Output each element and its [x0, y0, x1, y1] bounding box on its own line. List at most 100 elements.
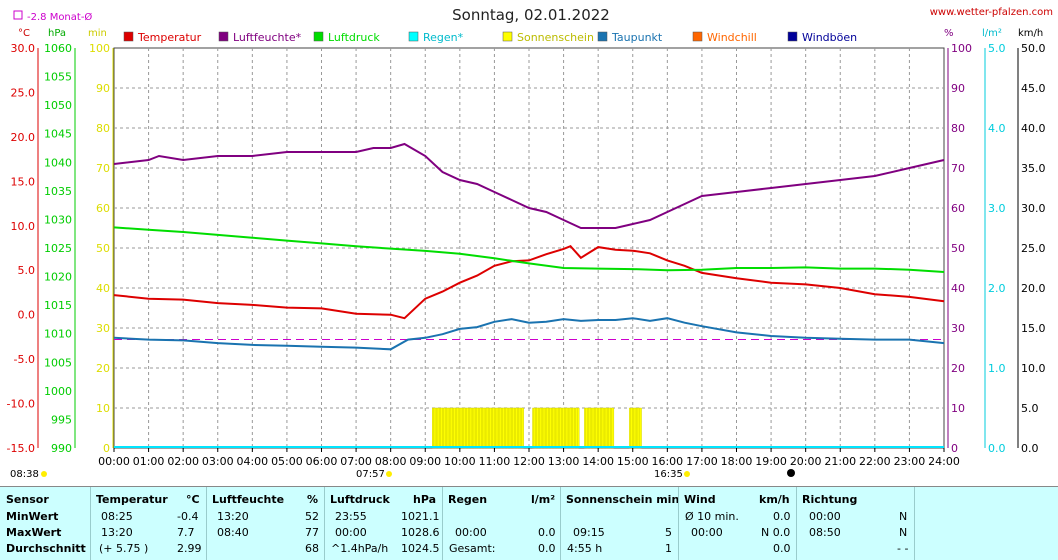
series-line-temperatur	[113, 245, 945, 320]
temp-tick-label: 10.0	[11, 220, 36, 233]
unit-minutes: min	[88, 28, 107, 39]
minutes-tick-label: 100	[89, 42, 110, 55]
direction-min-time: 00:00	[809, 510, 841, 523]
percent-tick-label: 60	[951, 202, 965, 215]
sun-set-icon	[684, 471, 690, 477]
pressure-tick-label: 1010	[44, 328, 72, 341]
series-line-luftdruck	[113, 226, 945, 273]
legend-swatch	[123, 31, 134, 42]
legend-swatch	[313, 31, 324, 42]
stats-table: Sensor MinWert MaxWert Durchschnitt Temp…	[0, 486, 1058, 560]
direction-max-value: N	[899, 526, 908, 539]
x-tick-label: 16:00	[651, 455, 683, 468]
percent-tick-label: 50	[951, 242, 965, 255]
rain-tick-label: 5.0	[988, 42, 1006, 55]
wind-tick-label: 10.0	[1021, 362, 1046, 375]
unit-percent: %	[944, 28, 954, 39]
legend-label: Taupunkt	[611, 31, 663, 44]
site-link[interactable]: www.wetter-pfalzen.com	[930, 7, 1053, 18]
sunrise-icon	[41, 471, 47, 477]
percent-tick-label: 40	[951, 282, 965, 295]
temp-min-time: 08:25	[101, 510, 133, 523]
x-tick-label: 23:00	[894, 455, 926, 468]
direction-max-time: 08:50	[809, 526, 841, 539]
wind-tick-label: 20.0	[1021, 282, 1046, 295]
stats-col-sunshine: Sonnenschein min 09:15 4:55 h 5 1	[560, 487, 679, 560]
pressure-max-time: 00:00	[335, 526, 367, 539]
temp-tick-label: 5.0	[18, 264, 36, 277]
x-tick-label: 14:00	[582, 455, 614, 468]
pressure-tick-label: 1020	[44, 271, 72, 284]
legend-label: Sonnenschein	[517, 31, 594, 44]
x-tick-label: 04:00	[236, 455, 268, 468]
pressure-tick-label: 1015	[44, 299, 72, 312]
legend-swatch	[692, 31, 703, 42]
stats-col-pressure: Luftdruck hPa 23:55 00:00 ^1.4hPa/h 1021…	[324, 487, 442, 560]
temp-avg-delta: (+ 5.75 )	[99, 542, 149, 555]
sunshine-avg-value: 1	[665, 542, 672, 555]
temp-unit: °C	[186, 493, 200, 506]
sun-set-marker: 16:35	[654, 469, 683, 480]
minutes-tick-label: 30	[96, 322, 110, 335]
humidity-header: Luftfeuchte	[212, 493, 285, 506]
chart-legend: Temperatur Luftfeuchte* Luftdruck Regen* Son…	[123, 31, 857, 44]
chart-axes: 00:00 01:00 02:00 03:00 04:00 05:00 06:00 07:00…	[7, 42, 1046, 468]
pressure-min-value: 1021.1	[401, 510, 440, 523]
temp-tick-label: -15.0	[7, 442, 35, 455]
series-lines	[113, 142, 945, 448]
temp-max-time: 13:20	[101, 526, 133, 539]
legend-swatch	[218, 31, 229, 42]
temp-tick-label: 30.0	[11, 42, 36, 55]
humidity-min-value: 52	[305, 510, 319, 523]
pressure-max-value: 1028.6	[401, 526, 440, 539]
pressure-avg-value: 1024.5	[401, 542, 440, 555]
sunrise-time: 08:38	[10, 469, 39, 480]
wind-unit: km/h	[759, 493, 790, 506]
humidity-max-time: 08:40	[217, 526, 249, 539]
pressure-header: Luftdruck	[330, 493, 390, 506]
x-tick-label: 21:00	[824, 455, 856, 468]
x-tick-label: 19:00	[755, 455, 787, 468]
sunshine-bar	[611, 407, 615, 449]
temp-min-value: -0.4	[177, 510, 199, 523]
temp-tick-label: 15.0	[11, 175, 36, 188]
direction-header: Richtung	[802, 493, 858, 506]
x-tick-label: 06:00	[306, 455, 338, 468]
wind-tick-label: 40.0	[1021, 122, 1046, 135]
series-line-luftfeuchte	[113, 142, 945, 229]
pressure-tick-label: 1005	[44, 356, 72, 369]
temp-avg-value: 2.99	[177, 542, 202, 555]
pressure-tick-label: 1000	[44, 385, 72, 398]
legend-label: Regen*	[423, 31, 464, 44]
stats-col-direction: Richtung 00:00 08:50 N N - -	[796, 487, 914, 560]
wind-avg-value: 0.0	[773, 510, 791, 523]
temp-tick-label: 20.0	[11, 131, 36, 144]
rain-header: Regen	[448, 493, 488, 506]
percent-tick-label: 100	[951, 42, 972, 55]
x-tick-label: 15:00	[617, 455, 649, 468]
rain-max-time: 00:00	[455, 526, 487, 539]
minutes-tick-label: 0	[103, 442, 110, 455]
temp-tick-label: -10.0	[7, 398, 35, 411]
x-tick-label: 13:00	[548, 455, 580, 468]
stats-col-empty	[914, 487, 1058, 560]
x-tick-label: 18:00	[721, 455, 753, 468]
pressure-tick-label: 1040	[44, 156, 72, 169]
wind-tick-label: 35.0	[1021, 162, 1046, 175]
row-label-max: MaxWert	[6, 526, 62, 539]
legend-label: Luftdruck	[328, 31, 380, 44]
humidity-avg-value: 68	[305, 542, 319, 555]
unit-speed: km/h	[1018, 28, 1043, 39]
x-tick-label: 22:00	[859, 455, 891, 468]
temp-header: Temperatur	[96, 493, 168, 506]
sunshine-max-value: 5	[665, 526, 672, 539]
wind-header: Wind	[684, 493, 716, 506]
legend-swatch	[408, 31, 419, 42]
wind-tick-label: 45.0	[1021, 82, 1046, 95]
rain-unit: l/m²	[531, 493, 556, 506]
x-tick-label: 07:00	[340, 455, 372, 468]
row-label-avg: Durchschnitt	[6, 542, 86, 555]
percent-tick-label: 20	[951, 362, 965, 375]
humidity-unit: %	[307, 493, 319, 506]
legend-label: Luftfeuchte*	[233, 31, 302, 44]
